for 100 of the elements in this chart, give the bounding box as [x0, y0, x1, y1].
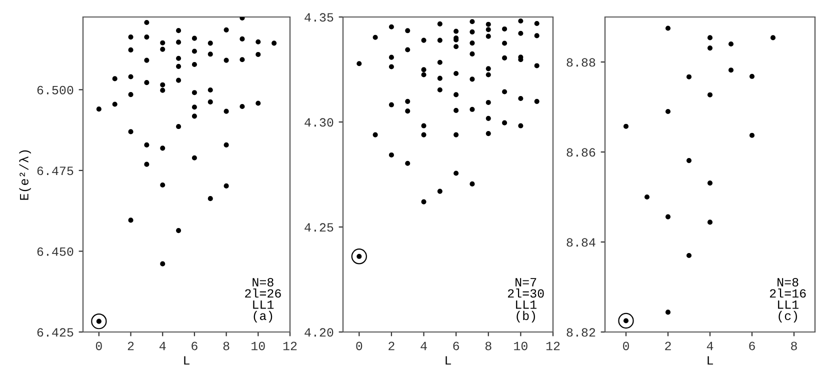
point — [192, 104, 197, 110]
point — [160, 182, 166, 188]
x-tick-label: 8 — [791, 342, 797, 350]
y-tick-label: 6.475 — [37, 166, 74, 176]
x-tick-label: 6 — [749, 342, 755, 350]
y-tick-label: 6.450 — [37, 247, 74, 256]
point — [91, 314, 107, 330]
point — [176, 56, 182, 61]
point — [176, 40, 182, 45]
y-tick-label: 8.82 — [566, 328, 596, 337]
point — [208, 196, 213, 202]
point — [112, 102, 118, 107]
x-axis-title: L — [446, 356, 451, 365]
point — [208, 99, 213, 104]
point — [144, 162, 150, 167]
point — [128, 74, 134, 80]
point — [707, 92, 713, 98]
point — [144, 80, 150, 86]
point — [644, 194, 650, 200]
point — [224, 27, 229, 32]
point — [208, 52, 213, 57]
point — [160, 146, 166, 151]
point — [128, 92, 134, 98]
point — [128, 47, 134, 52]
point — [686, 158, 692, 164]
point — [224, 142, 229, 148]
point — [144, 142, 150, 148]
point — [160, 46, 166, 52]
point — [176, 78, 182, 83]
point — [665, 214, 671, 220]
x-tick-label: 2 — [388, 342, 394, 350]
point — [224, 58, 229, 63]
point — [686, 252, 692, 258]
x-tick-label: 2 — [665, 342, 671, 350]
x-tick-label: 6 — [453, 342, 460, 350]
point — [96, 106, 102, 112]
annotation: N=7 2l=30 LL1 (b) — [508, 278, 544, 323]
x-tick-label: 8 — [485, 342, 492, 350]
y-tick-label: 8.84 — [566, 238, 596, 247]
point — [256, 52, 261, 58]
point — [160, 261, 166, 266]
point — [618, 312, 634, 329]
x-tick-label: 0 — [96, 342, 102, 350]
point — [160, 82, 166, 88]
x-tick-label: 4 — [420, 342, 427, 350]
point — [665, 108, 671, 114]
annotation: N=8 2l=16 LL1 (c) — [770, 278, 806, 323]
point — [749, 132, 755, 138]
point — [240, 57, 245, 62]
point — [144, 34, 150, 40]
annotation: N=8 2l=26 LL1 (a) — [245, 278, 281, 323]
point — [176, 28, 182, 34]
point — [749, 74, 755, 79]
point — [160, 40, 166, 46]
point — [728, 41, 734, 47]
point — [208, 40, 213, 46]
x-tick-label: 4 — [159, 342, 166, 350]
point — [240, 104, 245, 110]
x-tick-label: 0 — [356, 342, 362, 350]
x-tick-label: 0 — [623, 342, 629, 350]
point — [176, 124, 182, 130]
point — [224, 183, 229, 188]
x-tick-label: 10 — [514, 342, 528, 350]
point — [707, 46, 713, 51]
point — [144, 20, 150, 26]
point — [128, 218, 134, 223]
point — [192, 90, 197, 96]
point — [192, 48, 197, 54]
point — [128, 129, 134, 134]
x-tick-label: 10 — [252, 342, 265, 350]
point — [176, 228, 182, 234]
point — [224, 108, 229, 114]
point — [707, 35, 713, 40]
x-axis-title: L — [184, 356, 190, 365]
x-tick-label: 4 — [706, 342, 714, 350]
point — [770, 35, 776, 40]
x-tick-label: 8 — [223, 342, 230, 350]
x-tick-label: 6 — [192, 342, 198, 350]
point — [240, 36, 245, 42]
point — [192, 155, 197, 160]
point — [665, 310, 671, 315]
x-tick-label: 12 — [283, 342, 297, 350]
point — [192, 36, 197, 41]
point — [176, 64, 182, 69]
point — [272, 40, 277, 46]
point — [112, 76, 118, 82]
y-tick-label: 4.35 — [304, 13, 334, 22]
y-axis-title: E(e²/λ) — [19, 150, 31, 200]
point — [160, 88, 166, 93]
point — [665, 26, 671, 31]
point — [128, 34, 134, 40]
point — [686, 74, 692, 80]
y-tick-label: 4.20 — [304, 328, 334, 337]
y-tick-label: 8.86 — [566, 148, 596, 157]
y-tick-label: 4.25 — [304, 223, 334, 232]
point — [192, 62, 197, 68]
y-tick-label: 4.30 — [304, 118, 334, 127]
point — [728, 68, 734, 73]
x-tick-label: 12 — [546, 342, 560, 350]
point — [707, 180, 713, 186]
